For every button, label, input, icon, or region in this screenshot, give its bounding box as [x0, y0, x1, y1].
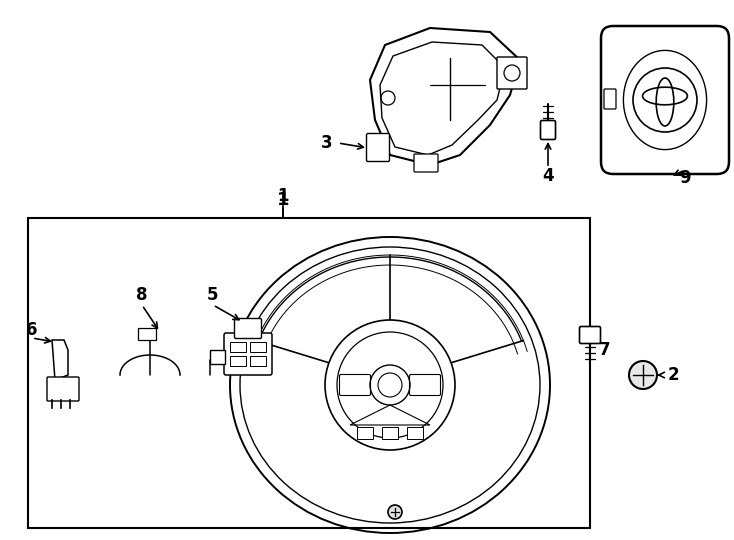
FancyBboxPatch shape [234, 319, 261, 339]
FancyBboxPatch shape [366, 133, 390, 161]
Text: 1: 1 [277, 191, 289, 209]
Text: 7: 7 [599, 341, 611, 359]
Text: 8: 8 [137, 286, 148, 304]
Text: 1: 1 [277, 187, 288, 205]
Polygon shape [370, 28, 520, 165]
FancyBboxPatch shape [410, 375, 440, 395]
Bar [407, 427, 423, 439]
FancyBboxPatch shape [580, 327, 600, 343]
Bar [382, 427, 398, 439]
Circle shape [388, 505, 402, 519]
Text: 4: 4 [542, 167, 554, 185]
Bar [357, 427, 373, 439]
Circle shape [325, 320, 455, 450]
Text: 6: 6 [26, 321, 37, 339]
FancyBboxPatch shape [414, 154, 438, 172]
Bar [138, 328, 156, 340]
Text: 9: 9 [679, 169, 691, 187]
FancyBboxPatch shape [47, 377, 79, 401]
Bar [250, 356, 266, 366]
Bar [250, 342, 266, 352]
Bar [210, 350, 225, 364]
FancyBboxPatch shape [601, 26, 729, 174]
FancyBboxPatch shape [497, 57, 527, 89]
FancyBboxPatch shape [340, 375, 371, 395]
Bar [230, 342, 246, 352]
Circle shape [629, 361, 657, 389]
FancyBboxPatch shape [540, 120, 556, 139]
Text: 3: 3 [321, 134, 333, 152]
Bar [230, 356, 246, 366]
Text: 5: 5 [207, 286, 219, 304]
FancyBboxPatch shape [604, 89, 616, 109]
Bar [28, 218, 590, 528]
Text: 2: 2 [668, 366, 680, 384]
FancyBboxPatch shape [224, 333, 272, 375]
